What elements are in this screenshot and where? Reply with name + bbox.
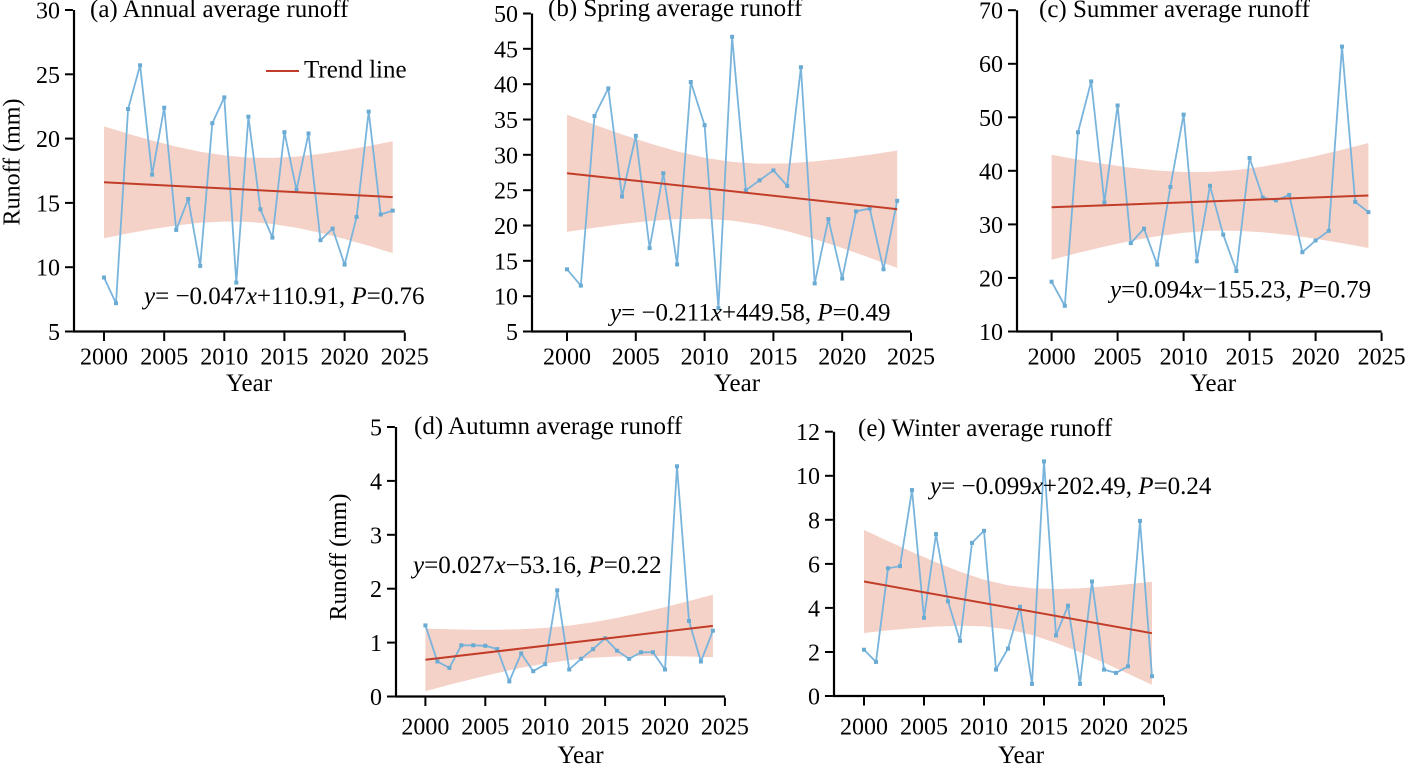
svg-text:(d) Autumn average runoff: (d) Autumn average runoff bbox=[414, 413, 683, 440]
svg-text:25: 25 bbox=[494, 179, 518, 205]
svg-text:25: 25 bbox=[36, 63, 60, 89]
svg-text:2025: 2025 bbox=[701, 715, 749, 741]
svg-text:2010: 2010 bbox=[521, 715, 569, 741]
svg-text:5: 5 bbox=[370, 416, 382, 442]
svg-text:35: 35 bbox=[494, 108, 518, 134]
svg-text:2005: 2005 bbox=[612, 345, 660, 371]
svg-text:0: 0 bbox=[370, 685, 382, 711]
svg-text:10: 10 bbox=[979, 320, 1003, 346]
svg-text:2010: 2010 bbox=[681, 345, 729, 371]
svg-text:y= −0.047x+110.91, P=0.76: y= −0.047x+110.91, P=0.76 bbox=[141, 283, 424, 310]
svg-text:y= −0.211x+449.58, P=0.49: y= −0.211x+449.58, P=0.49 bbox=[607, 300, 891, 327]
svg-text:2000: 2000 bbox=[80, 345, 128, 371]
svg-text:2005: 2005 bbox=[461, 715, 509, 741]
svg-text:y=0.027x−53.16, P=0.22: y=0.027x−53.16, P=0.22 bbox=[410, 552, 662, 579]
svg-text:2005: 2005 bbox=[1094, 345, 1142, 371]
svg-text:20: 20 bbox=[494, 214, 518, 240]
svg-text:Year: Year bbox=[714, 370, 761, 397]
svg-text:2025: 2025 bbox=[381, 345, 429, 371]
svg-text:2000: 2000 bbox=[543, 345, 591, 371]
svg-text:20: 20 bbox=[36, 127, 60, 153]
svg-text:2: 2 bbox=[370, 577, 382, 603]
svg-text:6: 6 bbox=[808, 552, 820, 578]
svg-text:40: 40 bbox=[979, 159, 1003, 185]
svg-text:3: 3 bbox=[370, 523, 382, 549]
svg-text:5: 5 bbox=[506, 320, 518, 346]
svg-text:2000: 2000 bbox=[840, 715, 888, 741]
svg-text:2015: 2015 bbox=[749, 345, 797, 371]
svg-text:2000: 2000 bbox=[1028, 345, 1076, 371]
svg-text:12: 12 bbox=[796, 420, 820, 446]
svg-text:30: 30 bbox=[36, 0, 60, 25]
svg-text:2020: 2020 bbox=[1292, 345, 1340, 371]
svg-text:2020: 2020 bbox=[321, 345, 369, 371]
svg-text:30: 30 bbox=[494, 143, 518, 169]
svg-text:2015: 2015 bbox=[1226, 345, 1274, 371]
svg-text:Year: Year bbox=[998, 742, 1045, 767]
svg-text:10: 10 bbox=[796, 464, 820, 490]
svg-text:Year: Year bbox=[226, 370, 273, 397]
svg-text:2015: 2015 bbox=[1020, 715, 1068, 741]
svg-text:Year: Year bbox=[1190, 370, 1237, 397]
svg-text:(e) Winter average runoff: (e) Winter average runoff bbox=[858, 415, 1113, 442]
svg-text:2005: 2005 bbox=[900, 715, 948, 741]
svg-text:2025: 2025 bbox=[1358, 345, 1406, 371]
svg-text:(c) Summer average runoff: (c) Summer average runoff bbox=[1039, 0, 1311, 23]
svg-text:y=0.094x−155.23, P=0.79: y=0.094x−155.23, P=0.79 bbox=[1107, 277, 1371, 304]
svg-text:15: 15 bbox=[494, 249, 518, 275]
svg-text:2015: 2015 bbox=[260, 345, 308, 371]
svg-text:2020: 2020 bbox=[1080, 715, 1128, 741]
svg-text:(b) Spring average runoff: (b) Spring average runoff bbox=[548, 0, 803, 22]
svg-text:Trend line: Trend line bbox=[304, 57, 407, 84]
svg-text:2: 2 bbox=[808, 641, 820, 667]
svg-text:60: 60 bbox=[979, 52, 1003, 78]
svg-text:(a) Annual average runoff: (a) Annual average runoff bbox=[90, 0, 349, 23]
svg-text:20: 20 bbox=[979, 266, 1003, 292]
svg-text:Runoff (mm): Runoff (mm) bbox=[0, 99, 26, 226]
svg-text:15: 15 bbox=[36, 191, 60, 217]
svg-text:4: 4 bbox=[370, 469, 382, 495]
svg-text:2010: 2010 bbox=[200, 345, 248, 371]
svg-text:2015: 2015 bbox=[581, 715, 629, 741]
svg-text:2025: 2025 bbox=[1140, 715, 1188, 741]
svg-text:y= −0.099x+202.49, P=0.24: y= −0.099x+202.49, P=0.24 bbox=[927, 473, 1212, 500]
svg-text:Runoff (mm): Runoff (mm) bbox=[326, 494, 352, 621]
svg-text:50: 50 bbox=[494, 2, 518, 28]
svg-text:2005: 2005 bbox=[140, 345, 188, 371]
svg-text:1: 1 bbox=[370, 631, 382, 657]
svg-text:2010: 2010 bbox=[960, 715, 1008, 741]
svg-text:50: 50 bbox=[979, 106, 1003, 132]
svg-text:10: 10 bbox=[494, 285, 518, 311]
svg-text:30: 30 bbox=[979, 213, 1003, 239]
svg-text:2025: 2025 bbox=[887, 345, 935, 371]
svg-text:4: 4 bbox=[808, 596, 820, 622]
svg-text:Year: Year bbox=[557, 742, 604, 767]
svg-text:2000: 2000 bbox=[401, 715, 449, 741]
svg-text:8: 8 bbox=[808, 508, 820, 534]
svg-text:0: 0 bbox=[808, 685, 820, 711]
svg-text:2020: 2020 bbox=[818, 345, 866, 371]
svg-text:40: 40 bbox=[494, 73, 518, 99]
svg-text:45: 45 bbox=[494, 37, 518, 63]
svg-text:70: 70 bbox=[979, 0, 1003, 25]
svg-text:10: 10 bbox=[36, 256, 60, 282]
svg-text:2020: 2020 bbox=[641, 715, 689, 741]
svg-text:2010: 2010 bbox=[1160, 345, 1208, 371]
svg-text:5: 5 bbox=[48, 320, 60, 346]
